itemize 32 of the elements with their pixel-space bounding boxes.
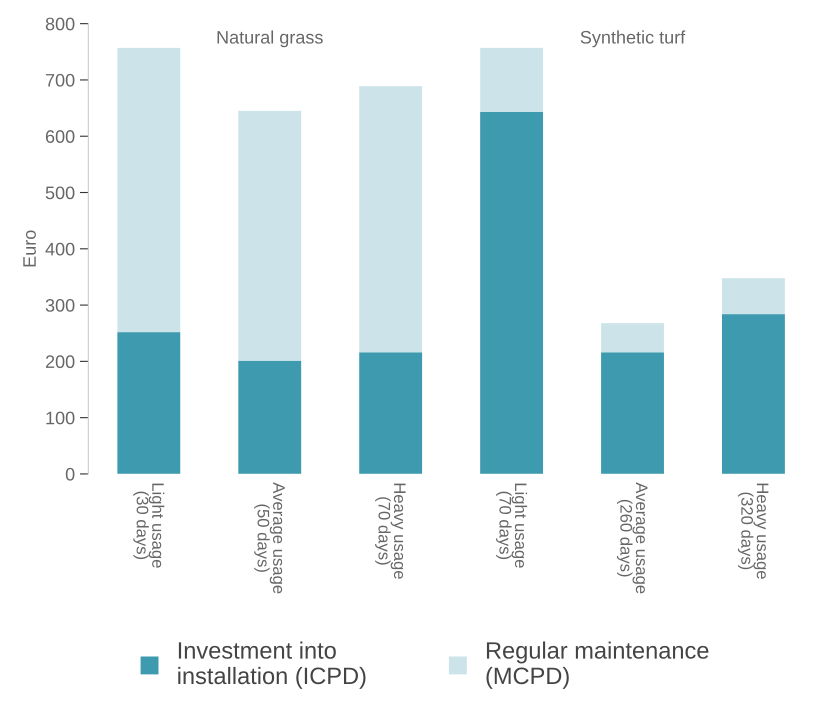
legend-label: Regular maintenance (MCPD) bbox=[486, 641, 708, 689]
bar bbox=[359, 86, 422, 352]
bar bbox=[359, 352, 422, 474]
x-tick-label: Average usage (260 days) bbox=[616, 482, 648, 594]
y-axis-title: Euro bbox=[23, 230, 36, 266]
y-tick-label: 0 bbox=[66, 468, 74, 481]
bar bbox=[722, 314, 785, 474]
bar bbox=[238, 360, 302, 474]
y-tick-label: 200 bbox=[46, 355, 74, 368]
bar bbox=[117, 332, 180, 474]
y-tick-label: 800 bbox=[46, 18, 74, 30]
x-tick-label: Light usage (70 days) bbox=[496, 484, 528, 568]
bar bbox=[601, 352, 664, 474]
bar bbox=[480, 48, 544, 112]
y-tick-label: 600 bbox=[46, 130, 74, 143]
y-tick-label: 300 bbox=[46, 299, 74, 312]
annotation: Natural grass bbox=[218, 30, 323, 48]
y-tick-label: 100 bbox=[46, 412, 74, 424]
x-tick-label: Average usage (50 days) bbox=[254, 482, 285, 594]
y-tick-label: 700 bbox=[46, 74, 74, 87]
bar bbox=[601, 323, 664, 352]
legend-label: Investment into installation (ICPD) bbox=[178, 641, 366, 689]
bar bbox=[117, 48, 180, 332]
x-tick-label: Light usage (30 days) bbox=[133, 484, 164, 568]
bar bbox=[480, 112, 544, 474]
bar bbox=[238, 110, 302, 361]
y-tick-label: 400 bbox=[45, 242, 74, 256]
bar bbox=[722, 278, 785, 314]
x-tick-label: Heavy usage (70 days) bbox=[375, 484, 406, 579]
y-tick-label: 500 bbox=[46, 186, 74, 200]
x-tick-label: Heavy usage (320 days) bbox=[738, 484, 768, 579]
annotation: Synthetic turf bbox=[580, 30, 686, 48]
